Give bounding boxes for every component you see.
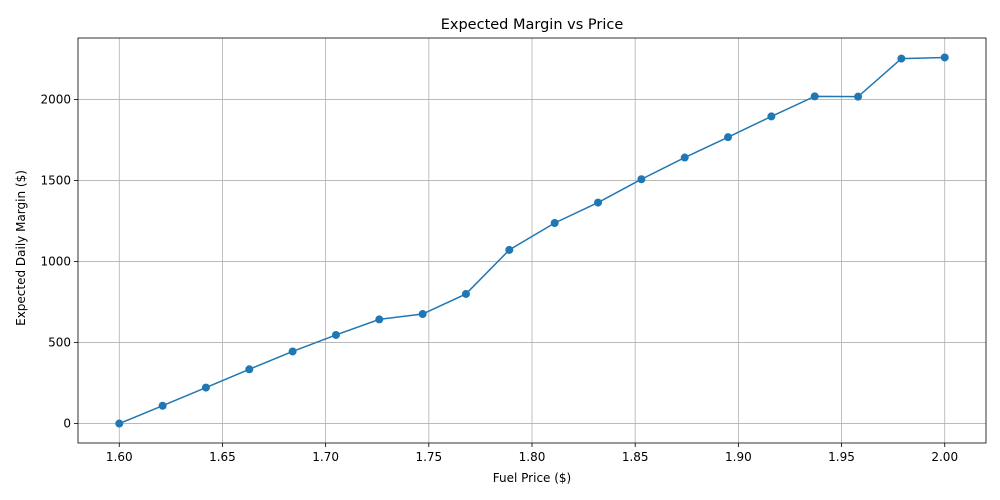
x-tick-label: 1.90 <box>725 450 752 464</box>
x-tick-label: 1.70 <box>312 450 339 464</box>
data-point <box>158 401 167 410</box>
data-point <box>854 92 863 101</box>
x-tick-label: 2.00 <box>931 450 958 464</box>
y-tick-label: 1500 <box>40 174 71 188</box>
data-point <box>724 133 733 142</box>
data-point <box>637 175 646 184</box>
data-point <box>201 383 210 392</box>
chart-title: Expected Margin vs Price <box>441 17 624 33</box>
data-point <box>245 365 254 374</box>
data-point <box>940 53 949 62</box>
data-point <box>680 153 689 162</box>
x-tick-label: 1.60 <box>106 450 133 464</box>
data-point <box>767 112 776 121</box>
axes: 1.60 1.65 1.70 1.75 1.80 1.85 1.90 1.95 2.00 0 500… <box>40 37 987 464</box>
y-tick-label: 0 <box>63 417 71 431</box>
data-point <box>550 219 559 228</box>
x-axis-label: Fuel Price ($) <box>493 471 571 485</box>
data-point <box>594 198 603 207</box>
data-point <box>375 315 384 324</box>
y-axis-label: Expected Daily Margin ($) <box>14 170 28 326</box>
data-point <box>897 54 906 63</box>
data-point <box>461 289 470 298</box>
data-point <box>288 347 297 356</box>
x-tick-label: 1.80 <box>519 450 546 464</box>
x-tick-label: 1.75 <box>415 450 442 464</box>
x-tick-label: 1.95 <box>828 450 855 464</box>
x-tick-label: 1.65 <box>209 450 236 464</box>
y-tick-label: 500 <box>48 336 71 350</box>
data-point <box>115 419 124 428</box>
series-line <box>118 56 945 425</box>
data-point <box>418 310 427 319</box>
data-point <box>505 245 514 254</box>
series-layer <box>115 53 949 428</box>
grid <box>78 38 986 443</box>
y-tick-label: 2000 <box>40 93 71 107</box>
data-point <box>810 92 819 101</box>
y-tick-label: 1000 <box>40 255 71 269</box>
data-point <box>331 330 340 339</box>
x-tick-label: 1.85 <box>622 450 649 464</box>
